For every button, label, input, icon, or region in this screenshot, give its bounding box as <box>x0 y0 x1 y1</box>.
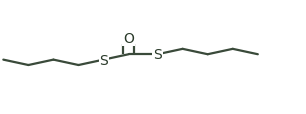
Text: S: S <box>99 53 108 67</box>
Text: S: S <box>153 48 162 62</box>
Text: O: O <box>123 32 134 46</box>
